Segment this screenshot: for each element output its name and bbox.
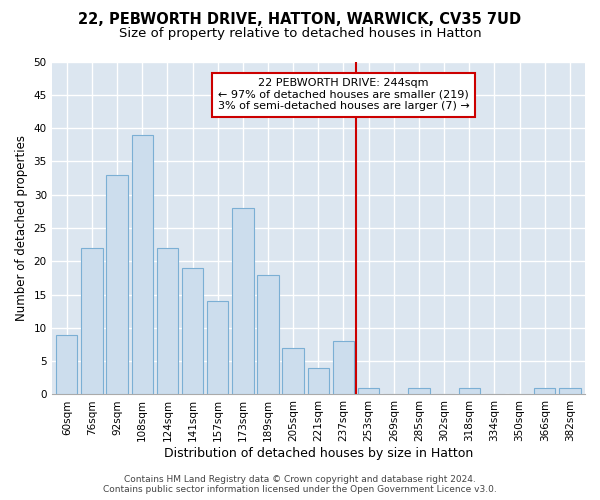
Bar xyxy=(408,388,430,394)
X-axis label: Distribution of detached houses by size in Hatton: Distribution of detached houses by size … xyxy=(164,447,473,460)
Bar xyxy=(559,388,581,394)
Bar xyxy=(106,174,128,394)
Bar xyxy=(56,334,77,394)
Bar xyxy=(207,301,229,394)
Bar xyxy=(131,135,153,394)
Bar xyxy=(534,388,556,394)
Bar xyxy=(458,388,480,394)
Bar xyxy=(182,268,203,394)
Y-axis label: Number of detached properties: Number of detached properties xyxy=(15,135,28,321)
Bar xyxy=(81,248,103,394)
Bar xyxy=(283,348,304,395)
Text: 22 PEBWORTH DRIVE: 244sqm
← 97% of detached houses are smaller (219)
3% of semi-: 22 PEBWORTH DRIVE: 244sqm ← 97% of detac… xyxy=(218,78,469,112)
Bar xyxy=(333,341,354,394)
Bar xyxy=(232,208,254,394)
Text: 22, PEBWORTH DRIVE, HATTON, WARWICK, CV35 7UD: 22, PEBWORTH DRIVE, HATTON, WARWICK, CV3… xyxy=(79,12,521,28)
Bar xyxy=(308,368,329,394)
Bar xyxy=(358,388,379,394)
Text: Size of property relative to detached houses in Hatton: Size of property relative to detached ho… xyxy=(119,28,481,40)
Bar xyxy=(257,274,279,394)
Bar xyxy=(157,248,178,394)
Text: Contains HM Land Registry data © Crown copyright and database right 2024.
Contai: Contains HM Land Registry data © Crown c… xyxy=(103,474,497,494)
